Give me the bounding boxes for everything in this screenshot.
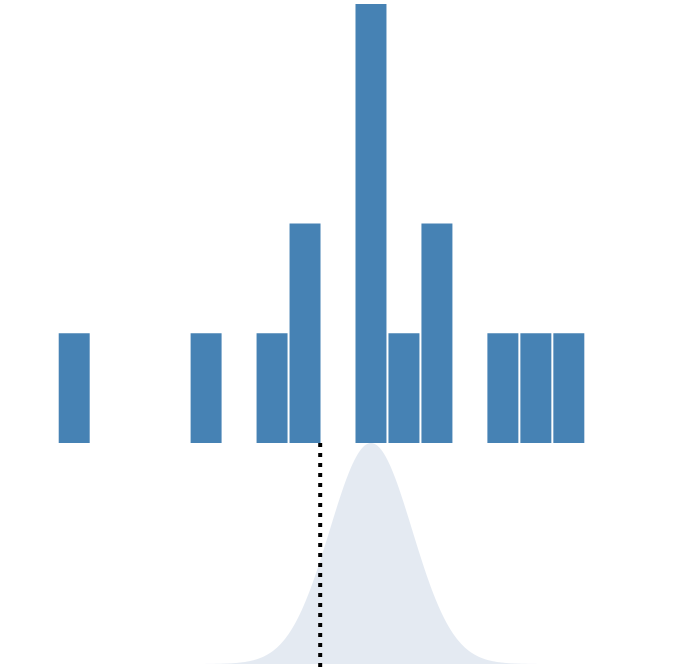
histogram-bar (487, 333, 519, 443)
density-area (0, 443, 676, 664)
histogram-bar (256, 333, 288, 443)
histogram-bar (190, 333, 222, 443)
histogram-bar (553, 333, 585, 443)
histogram-bar (388, 333, 420, 443)
histogram-bar (289, 223, 321, 443)
histogram-bar (355, 4, 387, 443)
histogram-bar (520, 333, 552, 443)
density-curve-layer (0, 443, 676, 664)
histogram-bar (421, 223, 453, 443)
histogram-bars (58, 4, 585, 443)
histogram-bar (58, 333, 90, 443)
